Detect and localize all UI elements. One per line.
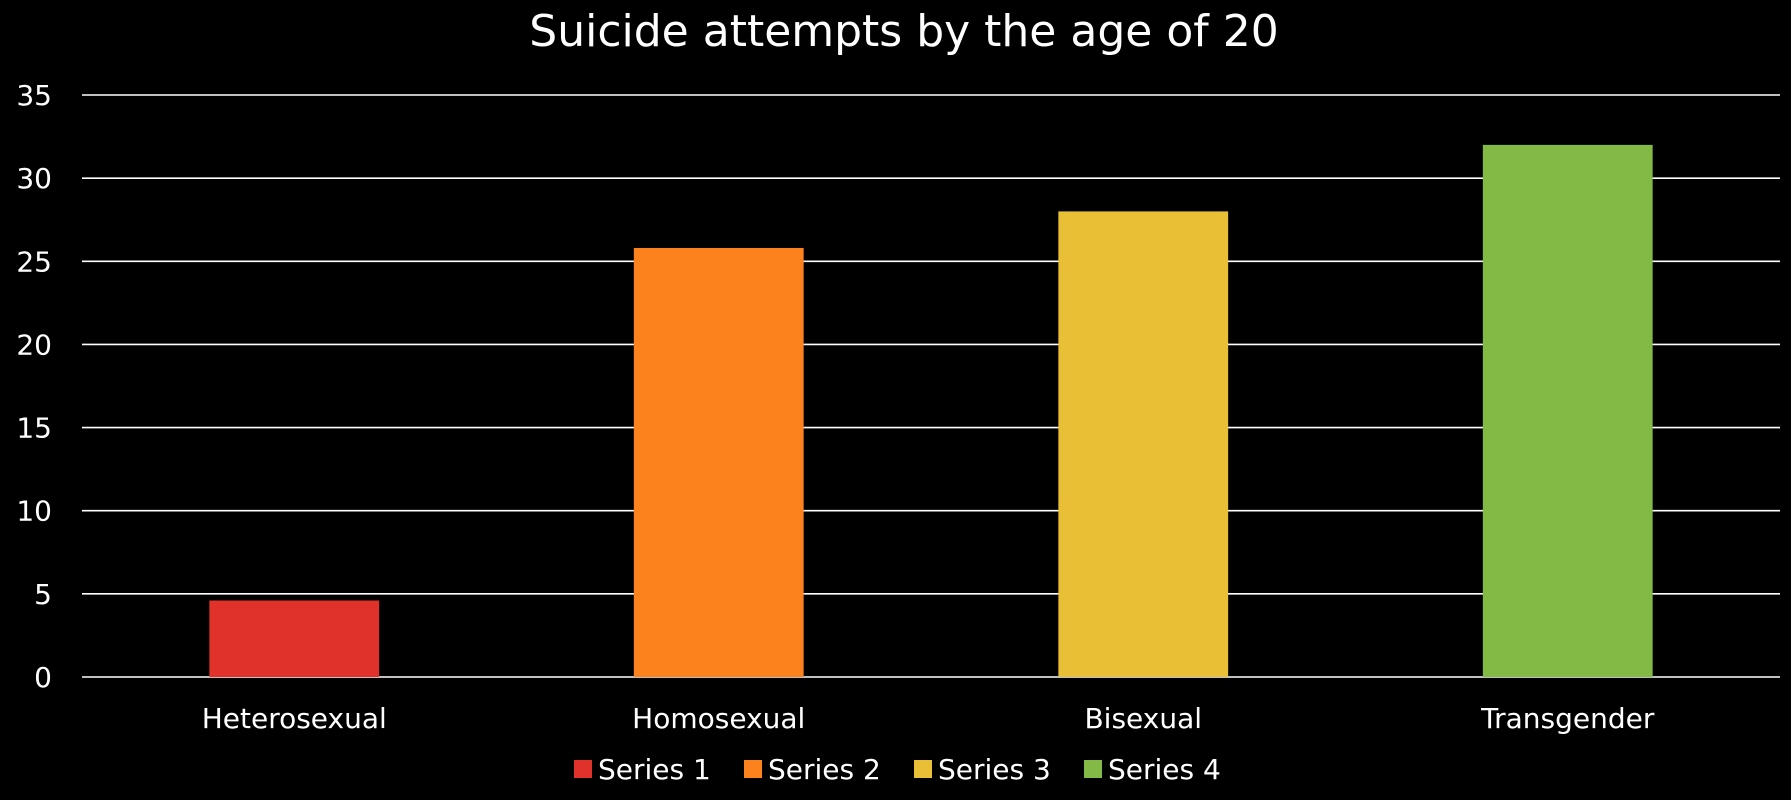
legend-swatch bbox=[574, 760, 592, 778]
bar-bisexual bbox=[1058, 211, 1229, 677]
y-tick-label: 10 bbox=[16, 495, 52, 528]
legend-label: Series 2 bbox=[768, 753, 881, 786]
x-tick-label: Bisexual bbox=[1084, 702, 1202, 735]
legend-label: Series 3 bbox=[938, 753, 1051, 786]
bar-transgender bbox=[1482, 144, 1653, 677]
y-tick-label: 35 bbox=[16, 79, 52, 112]
legend-label: Series 1 bbox=[598, 753, 711, 786]
bars bbox=[209, 144, 1653, 678]
legend: Series 1 Series 2 Series 3 Series 4 bbox=[574, 753, 1221, 786]
legend-label: Series 4 bbox=[1108, 753, 1221, 786]
x-tick-label: Transgender bbox=[1480, 702, 1655, 735]
y-tick-label: 20 bbox=[16, 328, 52, 361]
legend-item: Series 1 bbox=[574, 753, 711, 786]
x-tick-label: Heterosexual bbox=[202, 702, 387, 735]
legend-item: Series 4 bbox=[1084, 753, 1221, 786]
y-tick-label: 5 bbox=[34, 578, 52, 611]
bar-heterosexual bbox=[209, 600, 380, 677]
chart-title: Suicide attempts by the age of 20 bbox=[529, 6, 1278, 57]
x-axis-category-labels: Heterosexual Homosexual Bisexual Transgende… bbox=[202, 702, 1655, 735]
legend-swatch bbox=[1084, 760, 1102, 778]
y-axis-tick-labels: 0 5 10 15 20 25 30 35 bbox=[16, 79, 52, 694]
y-tick-label: 30 bbox=[16, 162, 52, 195]
legend-item: Series 2 bbox=[744, 753, 881, 786]
legend-item: Series 3 bbox=[914, 753, 1051, 786]
y-tick-label: 25 bbox=[16, 245, 52, 278]
legend-swatch bbox=[744, 760, 762, 778]
bar-homosexual bbox=[633, 247, 804, 678]
x-tick-label: Homosexual bbox=[632, 702, 805, 735]
y-tick-label: 0 bbox=[34, 661, 52, 694]
legend-swatch bbox=[914, 760, 932, 778]
y-tick-label: 15 bbox=[16, 412, 52, 445]
gridlines bbox=[82, 94, 1780, 678]
